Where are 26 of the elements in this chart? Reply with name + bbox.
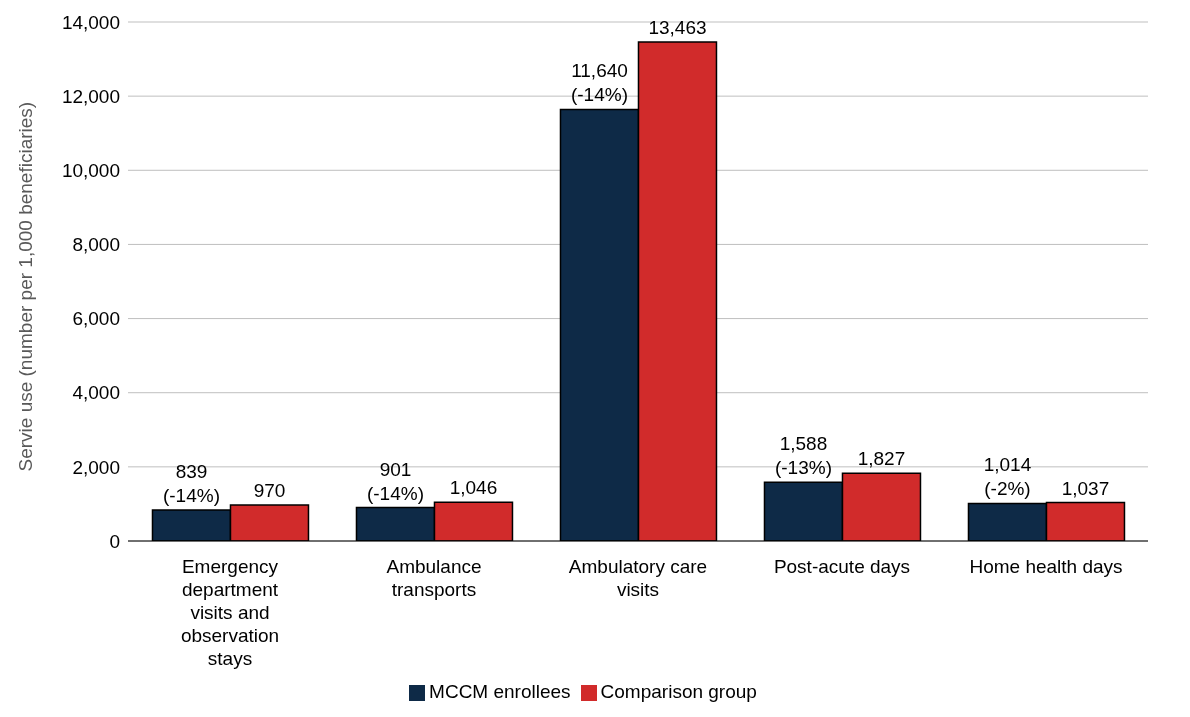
- data-label: 1,588 (-13%): [774, 433, 832, 479]
- y-tick-label: 6,000: [72, 308, 120, 330]
- y-axis-title: Servie use (number per 1,000 beneficiaries): [14, 101, 36, 472]
- x-tick-label: Ambulatory care visits: [568, 556, 708, 600]
- y-tick-label: 14,000: [61, 11, 120, 33]
- data-label: 1,014 (-2%): [983, 454, 1032, 500]
- legend-label: MCCM enrollees: [429, 681, 571, 702]
- y-tick-label: 10,000: [61, 160, 120, 182]
- legend-label: Comparison group: [600, 681, 757, 702]
- data-label: 1,827: [857, 448, 906, 470]
- data-label: 901 (-14%): [366, 458, 424, 504]
- data-label: 13,463: [648, 16, 707, 38]
- data-label: 1,037: [1061, 477, 1110, 499]
- y-tick-label: 12,000: [61, 85, 120, 107]
- x-tick-label: Ambulance transports: [386, 556, 482, 600]
- x-tick-label: Home health days: [969, 556, 1123, 577]
- y-tick-label: 0: [109, 530, 120, 552]
- y-tick-label: 2,000: [72, 456, 120, 478]
- data-label: 11,640 (-14%): [570, 60, 628, 106]
- data-label: 839 (-14%): [162, 460, 220, 506]
- y-tick-label: 4,000: [72, 382, 120, 404]
- data-label: 970: [253, 480, 286, 502]
- data-label: 1,046: [449, 477, 498, 499]
- x-tick-label: Post-acute days: [773, 556, 911, 577]
- x-tick-label: Emergency department visits and observation stays: [180, 556, 280, 669]
- y-tick-label: 8,000: [72, 234, 120, 256]
